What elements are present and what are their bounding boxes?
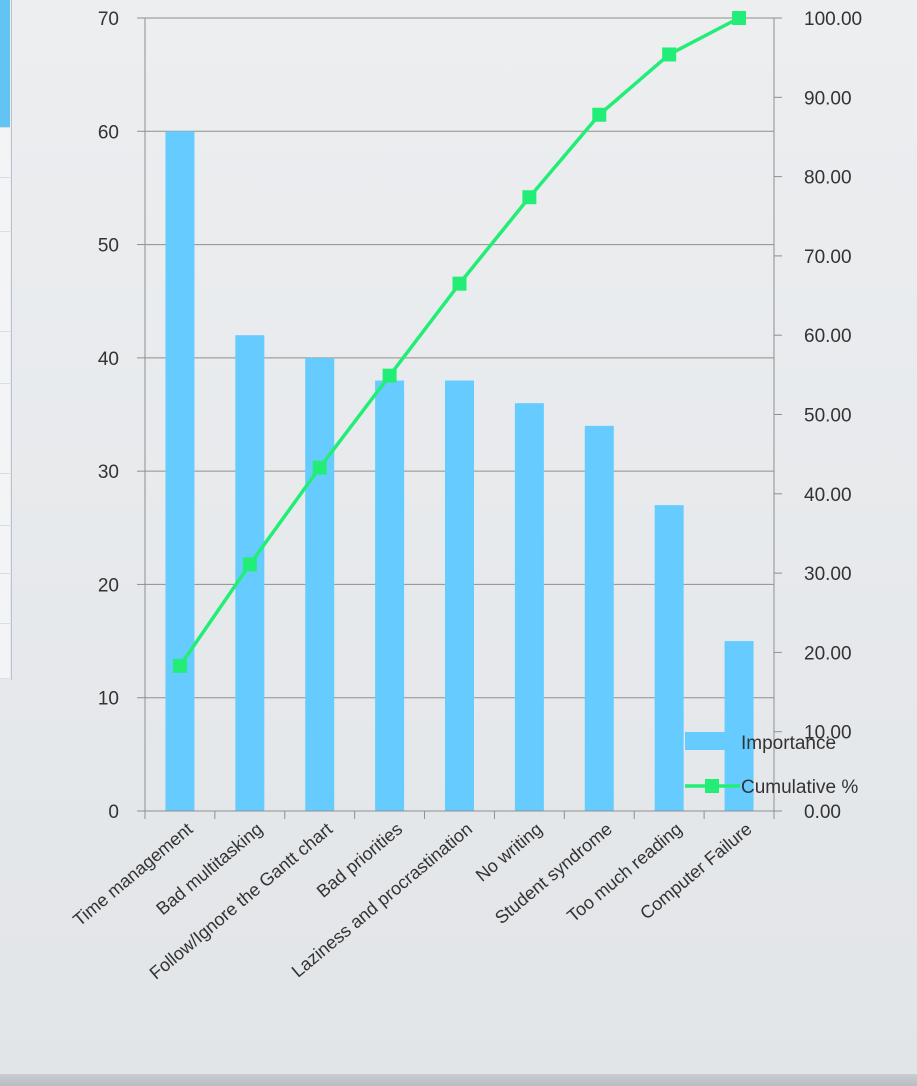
bar [584,425,614,811]
y2-tick-label: 0.00 [804,802,841,823]
legend-label-importance: Importance [741,733,836,754]
table-cell [0,574,10,624]
y-tick-label: 0 [108,802,119,823]
y2-tick-label: 80.00 [804,168,852,189]
y2-tick-label: 40.00 [804,485,852,506]
y2-tick-label: 20.00 [804,643,852,664]
legend: Importance Cumulative % [685,732,858,798]
line-marker [242,557,257,572]
x-tick-label: Student syndrome [491,819,616,928]
legend-label-cumulative: Cumulative % [741,777,858,798]
table-cell [0,332,10,384]
left-axis-ticks: 0 10 20 30 40 50 60 70 [98,9,119,823]
table-cell [0,232,10,332]
bar [375,380,405,811]
right-axis-ticks: 0.00 10.00 20.00 30.00 40.00 50.00 60.00 70.00 8… [804,9,862,823]
y2-tick-label: 30.00 [804,564,852,585]
table-cell [0,178,10,232]
line-marker [592,107,607,122]
bar [235,335,265,811]
y2-tick-label: 60.00 [804,326,852,347]
line-marker [172,658,187,673]
line-marker [452,276,467,291]
table-cell [0,384,10,474]
y-tick-label: 60 [98,122,119,143]
bar [165,131,195,812]
bar [724,641,754,811]
table-cell [0,526,10,574]
bar [305,357,335,811]
x-tick-label: Time management [69,819,196,930]
bar [654,505,684,811]
y-tick-label: 70 [98,9,119,30]
partial-table-strip [0,0,12,680]
y2-tick-label: 10.00 [804,723,852,744]
bottom-band [0,1074,917,1086]
line-marker [662,47,677,62]
y2-tick-label: 50.00 [804,406,852,427]
bar [514,403,544,811]
legend-swatch-importance [685,732,740,750]
x-tick-label: Too much reading [563,819,685,926]
bar-series-importance [165,131,754,812]
bar [445,380,474,811]
y-tick-label: 10 [98,689,119,710]
y2-tick-label: 90.00 [804,88,852,109]
y-tick-label: 40 [98,349,119,370]
y-tick-label: 50 [98,236,119,257]
line-marker [382,368,397,383]
y-tick-label: 20 [98,575,119,596]
table-cell [0,0,10,128]
y-tick-label: 30 [98,462,119,483]
line-marker [522,190,537,205]
legend-marker-cumulative [705,779,719,793]
line-marker [312,460,327,475]
table-cell [0,128,10,178]
y2-tick-label: 70.00 [804,247,852,268]
axes [137,17,782,819]
line-marker [732,11,747,25]
table-cell [0,624,10,679]
table-cell [0,474,10,526]
y2-tick-label: 100.00 [804,9,862,30]
line-series-cumulative [172,11,747,673]
